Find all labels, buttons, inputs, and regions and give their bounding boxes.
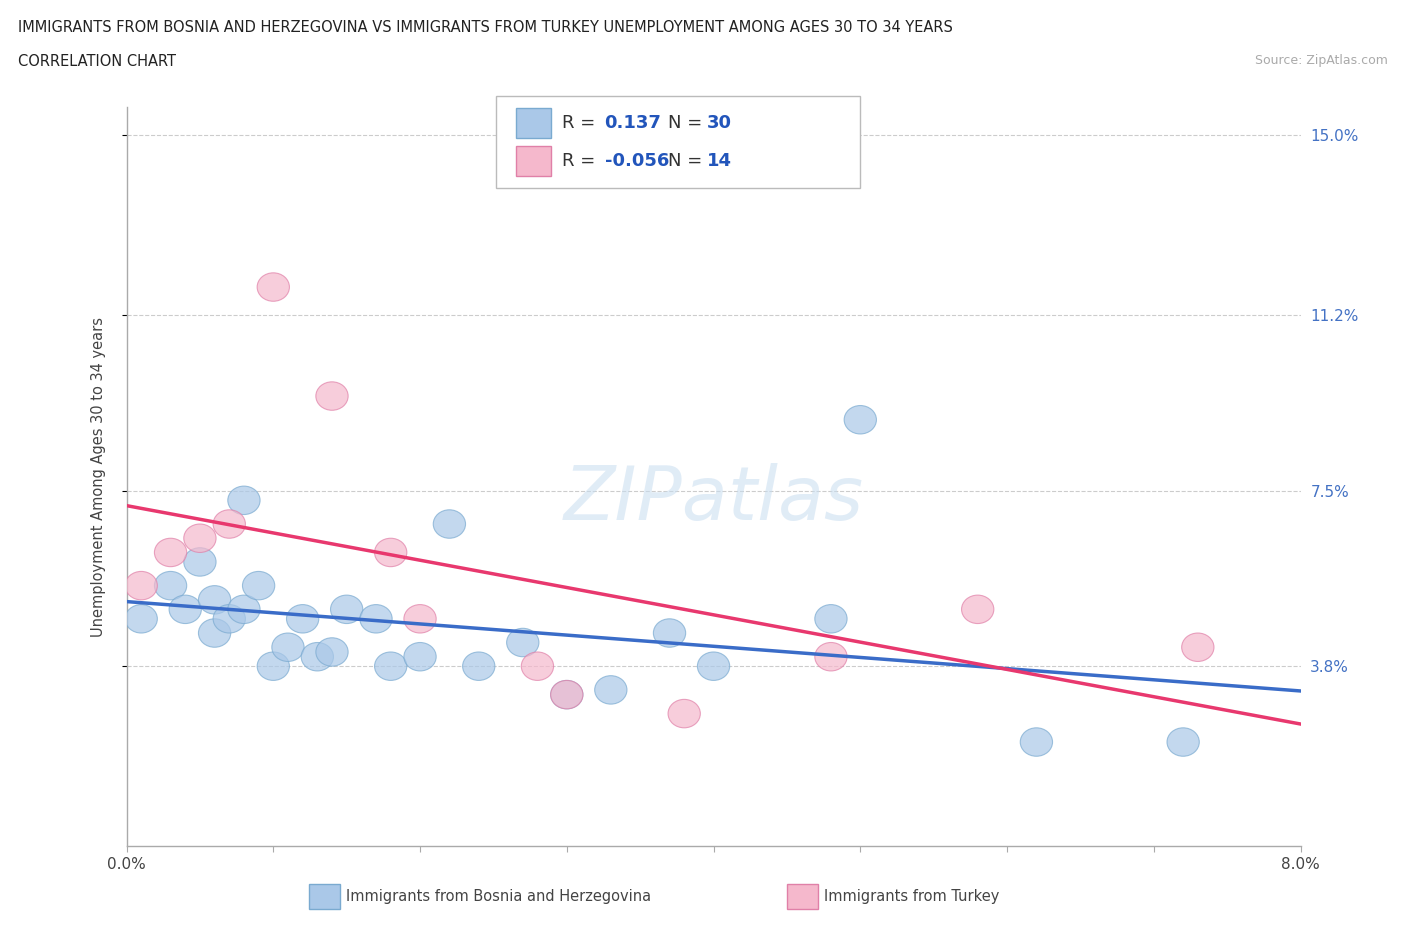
Ellipse shape: [330, 595, 363, 623]
Text: Source: ZipAtlas.com: Source: ZipAtlas.com: [1254, 54, 1388, 67]
Ellipse shape: [316, 382, 349, 410]
Ellipse shape: [287, 604, 319, 633]
Ellipse shape: [184, 524, 217, 552]
Ellipse shape: [815, 643, 846, 671]
Ellipse shape: [374, 538, 406, 566]
Ellipse shape: [125, 571, 157, 600]
Ellipse shape: [155, 571, 187, 600]
Ellipse shape: [242, 571, 274, 600]
Ellipse shape: [506, 629, 538, 657]
Text: IMMIGRANTS FROM BOSNIA AND HERZEGOVINA VS IMMIGRANTS FROM TURKEY UNEMPLOYMENT AM: IMMIGRANTS FROM BOSNIA AND HERZEGOVINA V…: [18, 20, 953, 35]
Ellipse shape: [595, 676, 627, 704]
Ellipse shape: [271, 633, 304, 661]
Ellipse shape: [433, 510, 465, 538]
Ellipse shape: [169, 595, 201, 623]
Ellipse shape: [228, 595, 260, 623]
Ellipse shape: [551, 681, 583, 709]
Text: CORRELATION CHART: CORRELATION CHART: [18, 54, 176, 69]
Text: ZIPatlas: ZIPatlas: [564, 463, 863, 535]
Ellipse shape: [316, 638, 349, 666]
Ellipse shape: [1167, 728, 1199, 756]
Ellipse shape: [198, 586, 231, 614]
Ellipse shape: [198, 618, 231, 647]
Text: N =: N =: [668, 152, 707, 170]
Text: Immigrants from Bosnia and Herzegovina: Immigrants from Bosnia and Herzegovina: [346, 889, 651, 904]
Ellipse shape: [404, 643, 436, 671]
Ellipse shape: [257, 272, 290, 301]
Text: N =: N =: [668, 113, 707, 132]
Ellipse shape: [301, 643, 333, 671]
Ellipse shape: [654, 618, 686, 647]
Text: -0.056: -0.056: [605, 152, 669, 170]
Y-axis label: Unemployment Among Ages 30 to 34 years: Unemployment Among Ages 30 to 34 years: [91, 316, 105, 637]
Text: Immigrants from Turkey: Immigrants from Turkey: [824, 889, 1000, 904]
Ellipse shape: [463, 652, 495, 681]
Ellipse shape: [1021, 728, 1053, 756]
Ellipse shape: [404, 604, 436, 633]
Ellipse shape: [1181, 633, 1213, 661]
Ellipse shape: [214, 604, 246, 633]
Ellipse shape: [844, 405, 876, 434]
Ellipse shape: [228, 486, 260, 514]
Text: R =: R =: [562, 152, 602, 170]
Ellipse shape: [815, 604, 846, 633]
Ellipse shape: [551, 681, 583, 709]
Ellipse shape: [962, 595, 994, 623]
Ellipse shape: [668, 699, 700, 728]
Ellipse shape: [522, 652, 554, 681]
Ellipse shape: [257, 652, 290, 681]
Ellipse shape: [360, 604, 392, 633]
Text: 14: 14: [707, 152, 733, 170]
Ellipse shape: [214, 510, 246, 538]
Text: R =: R =: [562, 113, 602, 132]
Ellipse shape: [125, 604, 157, 633]
Ellipse shape: [155, 538, 187, 566]
Ellipse shape: [374, 652, 406, 681]
Text: 0.137: 0.137: [605, 113, 661, 132]
Text: 30: 30: [707, 113, 733, 132]
Ellipse shape: [697, 652, 730, 681]
Ellipse shape: [184, 548, 217, 577]
